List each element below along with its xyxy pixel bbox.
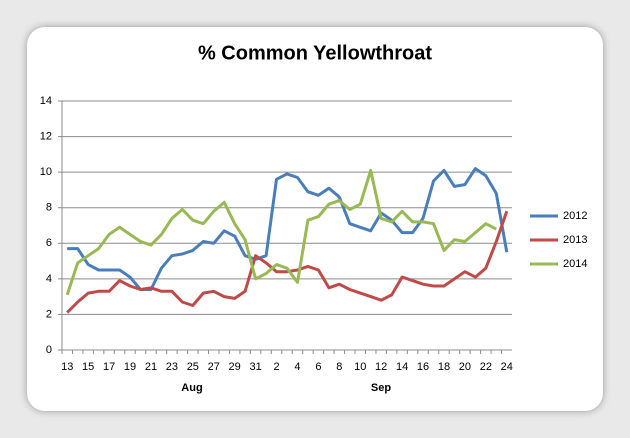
x-tick-label: 13 bbox=[61, 361, 73, 373]
x-group-label: Sep bbox=[371, 382, 391, 394]
y-tick-label: 0 bbox=[46, 344, 52, 356]
series-line bbox=[66, 210, 509, 314]
x-tick-label: 18 bbox=[438, 361, 450, 373]
y-tick-label: 2 bbox=[46, 308, 52, 320]
x-tick-label: 10 bbox=[354, 361, 366, 373]
x-group-label: Aug bbox=[181, 382, 202, 394]
legend-label: 2012 bbox=[563, 210, 587, 222]
x-tick-label: 17 bbox=[103, 361, 115, 373]
x-tick-label: 24 bbox=[501, 361, 513, 373]
x-tick-label: 27 bbox=[208, 361, 220, 373]
x-tick-label: 14 bbox=[396, 361, 408, 373]
legend-label: 2014 bbox=[563, 258, 587, 270]
series-line bbox=[65, 168, 497, 296]
x-tick-label: 15 bbox=[82, 361, 94, 373]
x-tick-label: 21 bbox=[145, 361, 157, 373]
x-tick-label: 23 bbox=[166, 361, 178, 373]
x-tick-label: 2 bbox=[273, 361, 279, 373]
x-tick-label: 20 bbox=[459, 361, 471, 373]
x-tick-label: 22 bbox=[480, 361, 492, 373]
x-tick-label: 19 bbox=[124, 361, 136, 373]
x-tick-label: 16 bbox=[417, 361, 429, 373]
y-tick-label: 10 bbox=[40, 166, 52, 178]
y-tick-label: 14 bbox=[40, 95, 52, 107]
y-tick-label: 4 bbox=[46, 273, 52, 285]
chart-title: % Common Yellowthroat bbox=[198, 42, 432, 64]
legend-label: 2013 bbox=[563, 234, 587, 246]
x-tick-label: 25 bbox=[187, 361, 199, 373]
x-tick-label: 31 bbox=[249, 361, 261, 373]
y-tick-label: 6 bbox=[46, 237, 52, 249]
y-tick-label: 12 bbox=[40, 130, 52, 142]
y-tick-label: 8 bbox=[46, 202, 52, 214]
x-tick-label: 29 bbox=[229, 361, 241, 373]
x-tick-label: 8 bbox=[336, 361, 342, 373]
x-tick-label: 4 bbox=[294, 361, 300, 373]
x-tick-label: 6 bbox=[315, 361, 321, 373]
x-tick-label: 12 bbox=[375, 361, 387, 373]
